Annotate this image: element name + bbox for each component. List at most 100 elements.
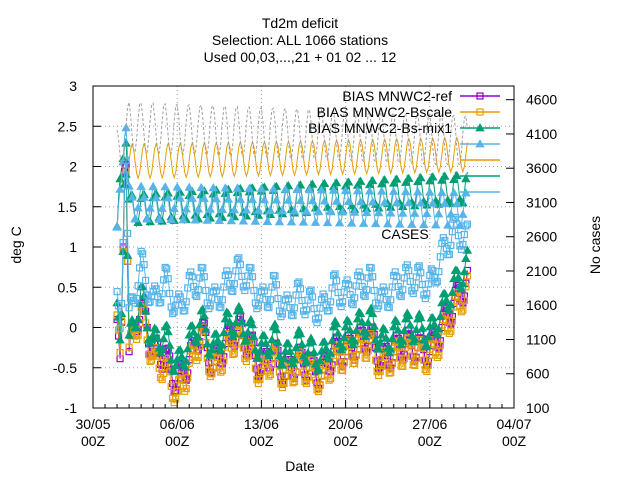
bias-series-marker <box>420 356 428 364</box>
bias-series-marker <box>316 381 324 389</box>
bias-series-marker <box>134 282 142 290</box>
cases-series-marker <box>295 195 306 205</box>
cases-series-marker <box>367 175 378 185</box>
cases-series-marker <box>271 195 282 204</box>
bias-series-marker <box>266 370 275 379</box>
cases-series-marker <box>458 198 468 207</box>
bias-series-marker <box>397 292 405 301</box>
bias-series-marker <box>139 250 147 258</box>
bias-series-marker <box>360 346 368 354</box>
y-tick-label: 1.5 <box>58 199 78 215</box>
bias-series-marker <box>289 379 297 387</box>
bias-series-marker <box>435 311 446 321</box>
bias-series-marker <box>404 310 414 320</box>
cases-series-marker <box>142 214 152 223</box>
bias-series-marker <box>260 287 269 295</box>
cases-series-marker <box>422 208 432 218</box>
bias-series-marker <box>325 376 333 384</box>
bias-series-marker <box>320 293 329 301</box>
bias-series-marker <box>364 347 372 355</box>
bias-series-marker <box>289 354 300 363</box>
bias-series-marker <box>296 285 305 293</box>
bias-series-marker <box>242 282 250 290</box>
y-axis-ticks: -1 -0.5 0 0.5 1 1.5 2 2.5 3 <box>53 78 101 416</box>
bias-series-marker <box>303 348 313 357</box>
cases-series-marker <box>244 183 255 193</box>
cases-series-marker <box>428 172 438 181</box>
bias-series-marker <box>445 250 453 258</box>
bias-series-marker <box>247 264 255 272</box>
bias-series-marker <box>220 357 228 365</box>
cases-series-marker <box>373 207 384 217</box>
cases-series-marker <box>112 222 122 231</box>
bias-series-marker <box>363 286 371 294</box>
bias-series-marker <box>232 340 240 348</box>
cases-series-marker <box>449 174 459 183</box>
bias-series-marker <box>297 339 307 348</box>
cases-series-marker <box>361 207 372 216</box>
bias-series-marker <box>229 350 237 359</box>
bias-series-marker <box>361 328 372 337</box>
bias-series-marker <box>188 273 196 281</box>
cases-series-marker <box>187 193 197 202</box>
annotations: CASES <box>381 226 428 242</box>
bias-series-marker <box>327 336 337 345</box>
bias-series-marker <box>181 356 191 365</box>
cases-series-marker <box>274 216 285 226</box>
bias-series-marker <box>447 287 458 296</box>
cases-series-marker <box>383 219 393 228</box>
bias-series-marker <box>151 325 161 334</box>
bias-series-marker <box>288 359 298 368</box>
bias-series-marker <box>348 352 356 360</box>
bias-series-marker <box>199 310 209 320</box>
cases-series-marker <box>151 192 161 202</box>
bias-series-marker <box>444 305 455 315</box>
cases-series-marker <box>452 198 462 208</box>
cases-series-marker <box>380 175 390 184</box>
cases-series-marker <box>199 193 209 203</box>
x-tick-label-hour: 00Z <box>249 433 274 449</box>
bias-series-marker <box>163 327 173 336</box>
cases-series-marker <box>319 196 330 205</box>
bias-series-marker <box>218 296 226 304</box>
bias-series-marker <box>172 386 180 395</box>
cases-series-marker <box>145 203 155 212</box>
bias-series-marker <box>315 356 325 365</box>
bias-series-marker <box>307 286 315 294</box>
cases-series-marker <box>127 192 137 201</box>
bias-series-marker <box>301 311 309 319</box>
bias-series-marker <box>148 356 156 364</box>
bias-series-marker <box>422 340 432 349</box>
bias-series-marker <box>202 339 212 348</box>
bias-series-marker <box>363 317 373 327</box>
bias-series-marker <box>148 330 158 339</box>
bias-series-marker <box>184 374 192 382</box>
bias-series-marker <box>459 267 470 276</box>
bias-series-marker <box>433 277 441 286</box>
bias-series-marker <box>433 353 441 362</box>
bias-series-marker <box>114 326 123 334</box>
bias-series-marker <box>230 349 238 357</box>
bias-series-marker <box>232 267 240 275</box>
bias-series-marker <box>149 351 157 359</box>
bias-series-marker <box>125 304 133 312</box>
cases-series-marker <box>235 194 246 203</box>
bias-series-marker <box>392 317 402 326</box>
y-tick-label: 2.5 <box>58 118 78 134</box>
cases-series-marker <box>139 192 149 201</box>
bias-series-marker <box>241 335 252 344</box>
bias-series-marker <box>199 264 207 272</box>
cases-series-marker <box>343 196 354 206</box>
bias-series-marker <box>441 236 449 245</box>
cases-series-marker <box>283 195 294 204</box>
bias-series-marker <box>424 361 432 369</box>
cases-series-marker <box>340 185 351 194</box>
y2-tick-label: 1600 <box>526 297 557 313</box>
bias-series-marker <box>332 277 341 285</box>
cases-series-marker <box>437 187 447 196</box>
bias-series-marker <box>194 286 202 294</box>
bias-series-marker <box>370 286 378 295</box>
bias-series-marker <box>247 320 258 329</box>
bias-series-marker <box>292 291 300 299</box>
